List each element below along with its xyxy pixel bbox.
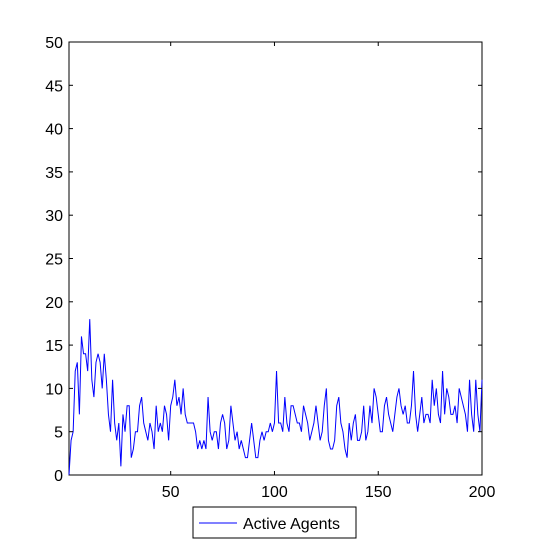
plot-area (68, 41, 483, 476)
y-tick-label: 20 (45, 295, 63, 312)
y-tick-label: 50 (45, 35, 63, 52)
x-tick-label: 50 (162, 484, 180, 501)
y-tick-label: 10 (45, 381, 63, 398)
x-tick-label: 100 (261, 484, 288, 501)
x-tick-label: 200 (469, 484, 496, 501)
series-line-active-agents (68, 319, 483, 476)
y-tick-label: 30 (45, 208, 63, 225)
y-tick-label: 5 (54, 425, 63, 442)
legend-label-active-agents: Active Agents (243, 516, 340, 533)
y-axis: 0 5 10 15 20 25 30 35 40 45 50 (45, 35, 482, 485)
x-tick-label: 150 (365, 484, 392, 501)
y-tick-label: 25 (45, 252, 63, 269)
x-axis: 50 100 150 200 (162, 42, 496, 501)
y-tick-label: 35 (45, 165, 63, 182)
y-tick-label: 15 (45, 338, 63, 355)
legend: Active Agents (192, 506, 357, 539)
y-tick-label: 0 (54, 468, 63, 485)
y-tick-label: 45 (45, 78, 63, 95)
y-tick-label: 40 (45, 122, 63, 139)
